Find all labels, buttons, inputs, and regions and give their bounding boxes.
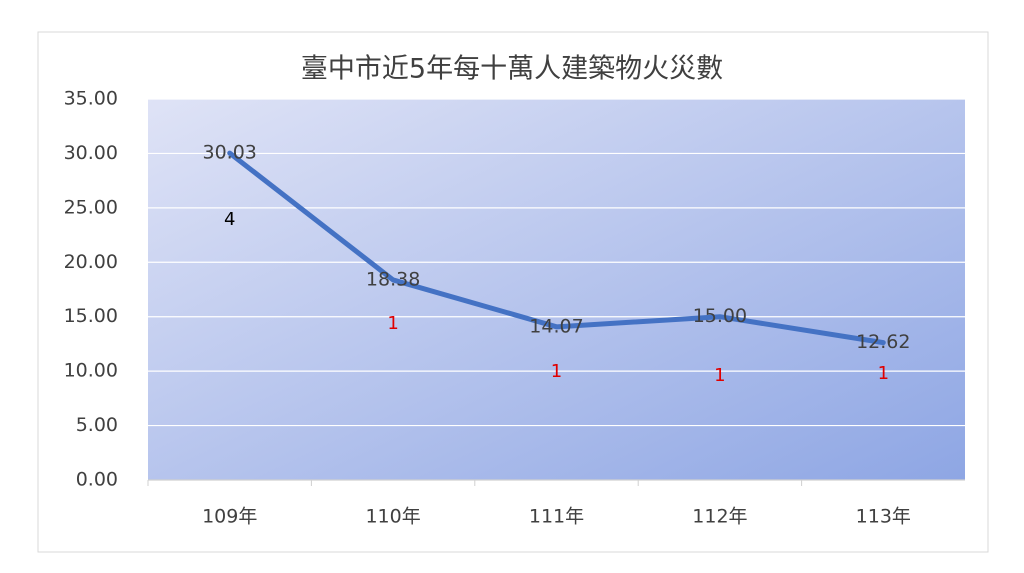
y-tick-label: 0.00	[76, 469, 118, 491]
y-tick-label: 5.00	[76, 414, 118, 436]
data-label: 14.07	[529, 315, 583, 337]
chart-title: 臺中市近5年每十萬人建築物火災數	[301, 54, 723, 85]
annotation: 1	[878, 363, 889, 384]
y-tick-label: 25.00	[64, 196, 118, 218]
annotation: 1	[551, 361, 562, 382]
y-tick-label: 15.00	[64, 305, 118, 327]
y-tick-label: 10.00	[64, 360, 118, 382]
y-tick-label: 30.00	[64, 142, 118, 164]
y-tick-label: 20.00	[64, 251, 118, 273]
data-line	[227, 150, 886, 346]
annotation: 1	[714, 365, 725, 386]
plot-area	[148, 99, 965, 480]
annotation: 4	[224, 209, 235, 230]
data-label: 30.03	[202, 142, 256, 164]
data-label: 12.62	[856, 331, 910, 353]
data-label: 15.00	[693, 305, 747, 327]
x-tick-label: 111年	[529, 506, 584, 528]
y-tick-label: 35.00	[64, 88, 118, 110]
data-label: 18.38	[366, 268, 420, 290]
x-tick-label: 110年	[365, 506, 420, 528]
annotation: 1	[387, 313, 398, 334]
x-tick-label: 109年	[202, 506, 257, 528]
x-tick-label: 112年	[692, 506, 747, 528]
x-tick-label: 113年	[856, 506, 911, 528]
